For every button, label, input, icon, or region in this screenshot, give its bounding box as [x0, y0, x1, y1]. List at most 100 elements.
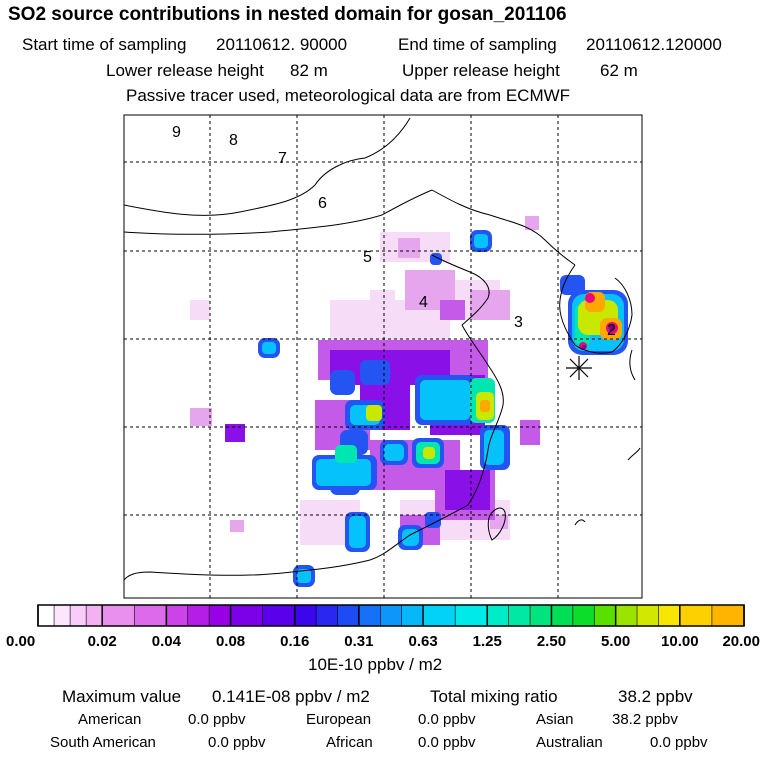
field-cell: [360, 360, 390, 385]
region-value: 38.2 ppbv: [612, 711, 678, 728]
colorbar-cell: [101, 604, 135, 627]
coastline: [627, 447, 641, 461]
region-name: Australian: [536, 734, 603, 751]
region-name: Asian: [536, 711, 574, 728]
max-value: 0.141E-08 ppbv / m2: [212, 687, 370, 706]
colorbar-tick-label: 0.31: [344, 633, 373, 650]
colorbar-tick-label: 0.04: [152, 633, 182, 650]
colorbar-tick-label: 2.50: [537, 633, 566, 650]
coastline: [629, 349, 636, 381]
coastline: [124, 189, 433, 235]
colorbar-tick-label: 0.63: [408, 633, 437, 650]
day-marker: 9: [172, 124, 181, 141]
colorbar-cell: [454, 604, 488, 627]
lower-height-value: 82 m: [290, 61, 328, 80]
colorbar-tick-label: 1.25: [473, 633, 502, 650]
colorbar-tick-label: 0.02: [88, 633, 117, 650]
colorbar-tick-label: 20.00: [722, 633, 760, 650]
tracer-note: Passive tracer used, meteorological data…: [126, 86, 571, 105]
field-cell: [370, 290, 395, 315]
colorbar-unit: 10E-10 ppbv / m2: [308, 655, 443, 674]
colorbar-cell: [262, 604, 296, 627]
field-cell: [384, 444, 404, 461]
field-cell: [230, 520, 244, 532]
colorbar-cell: [133, 604, 167, 627]
coastline: [461, 324, 504, 506]
end-time-label: End time of sampling: [398, 35, 557, 54]
day-marker: 8: [229, 132, 238, 149]
colorbar-cell: [679, 604, 713, 627]
colorbar-cell: [422, 604, 456, 627]
receptor-marker-icon: [566, 356, 592, 380]
colorbar-cell: [572, 604, 595, 627]
field-cell: [349, 516, 366, 548]
day-marker: 2: [607, 322, 616, 339]
colorbar-cell: [401, 604, 424, 627]
start-time-value: 20110612. 90000: [216, 35, 348, 54]
colorbar-cell: [337, 604, 360, 627]
colorbar-tick-label: 0.08: [216, 633, 245, 650]
field-cell: [262, 342, 276, 354]
colorbar-cell: [486, 604, 510, 627]
field-cell: [398, 238, 420, 258]
lower-height-label: Lower release height: [106, 61, 264, 80]
day-marker: 5: [363, 249, 372, 266]
region-value: 0.0 ppbv: [208, 734, 266, 751]
region-value: 0.0 ppbv: [418, 734, 476, 751]
coastline: [124, 117, 411, 216]
colorbar-tick-label: 5.00: [601, 633, 630, 650]
coastline: [574, 519, 586, 526]
field-cell: [330, 370, 355, 395]
coastline: [431, 189, 576, 266]
field-cell: [425, 512, 441, 528]
region-value: 0.0 ppbv: [188, 711, 246, 728]
region-name: South American: [50, 734, 156, 751]
colorbar-cell: [230, 604, 264, 627]
colorbar-cell: [187, 604, 210, 627]
total-mixing-label: Total mixing ratio: [430, 687, 558, 706]
coastlines: [124, 117, 641, 581]
region-value: 0.0 ppbv: [418, 711, 476, 728]
day-markers: 9 8 7 6 5 4 3 2: [172, 124, 616, 339]
colorbar-cell: [166, 604, 189, 627]
colorbar-cell: [711, 604, 745, 627]
colorbar-cell: [636, 604, 660, 627]
field-cell: [297, 569, 311, 583]
field-cell: [316, 459, 371, 486]
colorbar-cell: [208, 604, 232, 627]
field-cell: [335, 445, 357, 463]
day-marker: 7: [278, 150, 287, 167]
field-cell: [484, 430, 504, 465]
field-cell: [440, 300, 465, 320]
colorbar-cell: [658, 604, 681, 627]
field-cell: [423, 447, 435, 459]
field-cell: [402, 529, 419, 546]
field-cell: [520, 420, 540, 445]
coastline: [431, 254, 490, 326]
field-cell: [585, 293, 595, 303]
map-frame: [123, 114, 643, 599]
colorbar-cell: [593, 604, 617, 627]
field-cell: [190, 300, 210, 320]
region-name: American: [78, 711, 142, 728]
field-cell: [582, 345, 586, 349]
colorbar-cell: [315, 604, 339, 627]
field-cell: [225, 424, 245, 442]
field-cell: [525, 216, 539, 230]
field-cell: [474, 234, 488, 248]
coastline: [487, 507, 506, 541]
day-marker: 3: [514, 314, 523, 331]
day-marker: 6: [318, 195, 327, 212]
start-time-label: Start time of sampling: [22, 35, 187, 54]
colorbar-cell: [379, 604, 403, 627]
day-marker: 4: [419, 294, 428, 311]
colorbar-cell: [69, 604, 87, 627]
field-cell: [445, 470, 490, 510]
colorbar-cell: [551, 604, 574, 627]
map-grid: [124, 115, 642, 598]
upper-height-label: Upper release height: [402, 61, 560, 80]
concentration-field: [124, 117, 641, 587]
end-time-value: 20110612.120000: [586, 35, 722, 54]
colorbar-cell: [615, 604, 638, 627]
